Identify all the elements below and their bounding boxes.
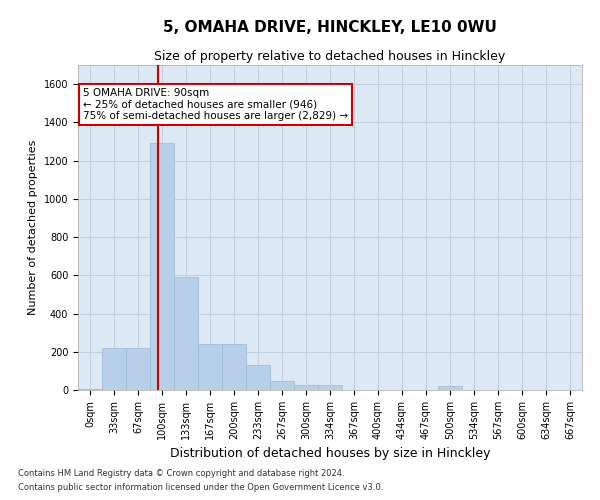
Bar [438, 386, 462, 390]
Bar [198, 344, 222, 390]
Bar [126, 348, 150, 390]
Bar [294, 385, 318, 390]
Bar [174, 277, 198, 390]
Text: Contains public sector information licensed under the Open Government Licence v3: Contains public sector information licen… [18, 484, 383, 492]
Bar [222, 344, 246, 390]
Bar [318, 385, 342, 390]
Bar [150, 144, 174, 390]
Text: 5, OMAHA DRIVE, HINCKLEY, LE10 0WU: 5, OMAHA DRIVE, HINCKLEY, LE10 0WU [163, 20, 497, 35]
Bar [78, 389, 102, 390]
Bar [246, 365, 270, 390]
X-axis label: Distribution of detached houses by size in Hinckley: Distribution of detached houses by size … [170, 448, 490, 460]
Bar [270, 382, 294, 390]
Y-axis label: Number of detached properties: Number of detached properties [28, 140, 38, 315]
Text: Contains HM Land Registry data © Crown copyright and database right 2024.: Contains HM Land Registry data © Crown c… [18, 468, 344, 477]
Text: 5 OMAHA DRIVE: 90sqm
← 25% of detached houses are smaller (946)
75% of semi-deta: 5 OMAHA DRIVE: 90sqm ← 25% of detached h… [83, 88, 348, 121]
Bar [102, 348, 126, 390]
Text: Size of property relative to detached houses in Hinckley: Size of property relative to detached ho… [154, 50, 506, 63]
